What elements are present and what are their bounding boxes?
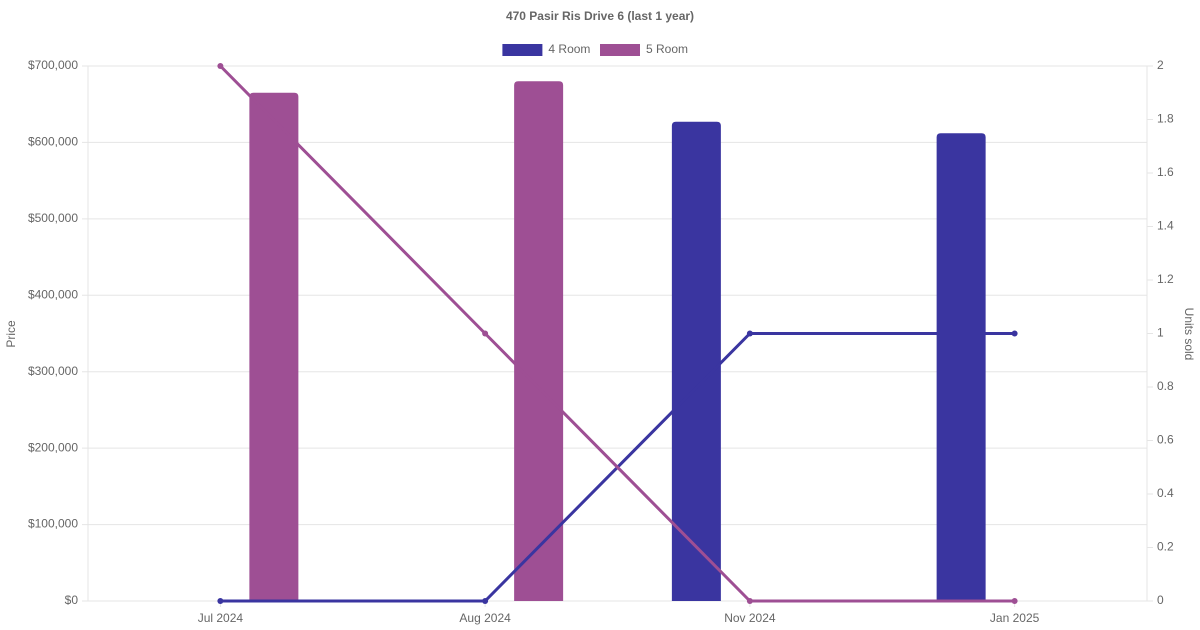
units-point (482, 330, 489, 337)
x-tick-label: Jan 2025 (990, 611, 1040, 625)
legend-swatch (600, 44, 640, 56)
y2-tick-label: 1.4 (1157, 219, 1174, 233)
legend-label: 5 Room (646, 42, 688, 56)
y-tick-label: $200,000 (28, 440, 78, 454)
y2-tick-label: 0.6 (1157, 433, 1174, 447)
legend-swatch (502, 44, 543, 56)
y2-axis-title: Units sold (1182, 308, 1196, 361)
y-tick-label: $600,000 (28, 135, 78, 149)
y2-tick-label: 0.4 (1157, 486, 1174, 500)
bar (514, 81, 564, 602)
y2-tick-label: 1 (1157, 326, 1164, 340)
units-point (217, 598, 224, 604)
bar (671, 121, 721, 602)
y2-tick-label: 0 (1157, 593, 1164, 607)
y-tick-label: $400,000 (28, 287, 78, 301)
y2-tick-label: 1.6 (1157, 165, 1174, 179)
y-tick-label: $700,000 (28, 58, 78, 72)
units-point (217, 63, 224, 69)
y-axis-title: Price (4, 320, 18, 348)
y-tick-label: $500,000 (28, 211, 78, 225)
x-tick-label: Nov 2024 (724, 611, 776, 625)
y2-tick-label: 1.2 (1157, 272, 1174, 286)
y2-tick-label: 0.8 (1157, 379, 1174, 393)
legend-label: 4 Room (548, 42, 590, 56)
bar (249, 92, 299, 601)
y2-tick-label: 0.2 (1157, 540, 1174, 554)
units-point (1011, 598, 1018, 604)
units-point (1011, 330, 1018, 337)
x-tick-label: Aug 2024 (459, 611, 511, 625)
y-tick-label: $0 (65, 593, 79, 607)
y-tick-label: $100,000 (28, 517, 78, 531)
units-line (219, 64, 1015, 603)
x-tick-label: Jul 2024 (198, 611, 244, 625)
chart-title: 470 Pasir Ris Drive 6 (last 1 year) (506, 9, 694, 23)
units-point (746, 330, 753, 337)
units-point (482, 598, 489, 604)
bar (936, 133, 986, 601)
units-point (746, 598, 753, 604)
y-tick-label: $300,000 (28, 364, 78, 378)
y2-tick-label: 2 (1157, 58, 1164, 72)
y2-tick-label: 1.8 (1157, 112, 1174, 126)
